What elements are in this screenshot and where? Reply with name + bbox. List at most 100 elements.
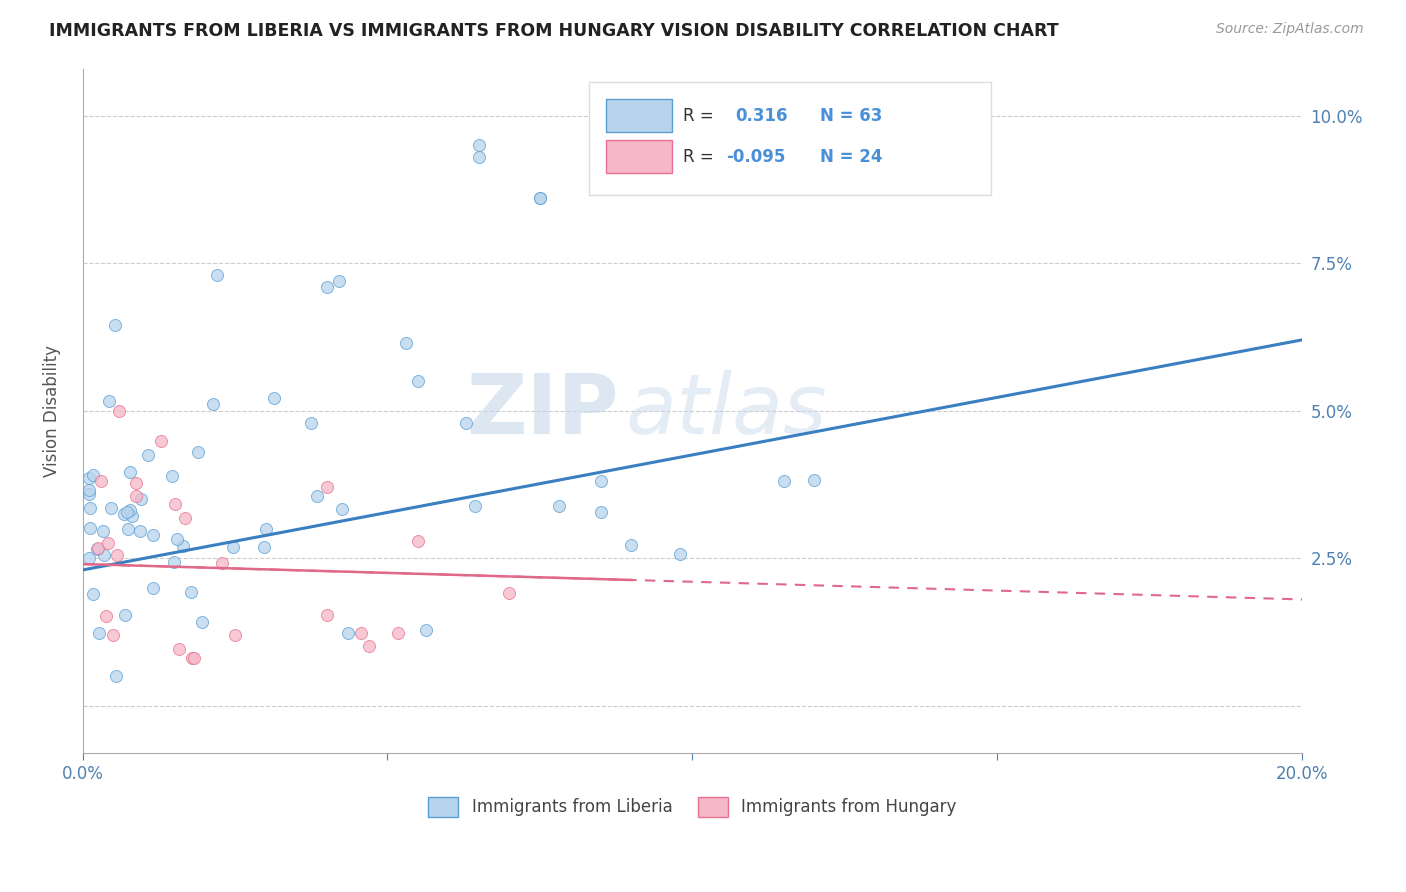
Text: ZIP: ZIP <box>467 370 619 451</box>
Text: 0.316: 0.316 <box>735 107 787 125</box>
FancyBboxPatch shape <box>606 140 672 173</box>
Text: N = 24: N = 24 <box>820 148 883 166</box>
Point <box>131 492 153 507</box>
Point <box>349 625 371 640</box>
Point <box>117 522 139 536</box>
Point <box>205 268 228 282</box>
Point <box>464 499 486 513</box>
Point <box>142 528 165 542</box>
Text: -0.095: -0.095 <box>727 148 786 166</box>
Text: R =: R = <box>682 107 713 125</box>
Point <box>406 534 429 549</box>
Point <box>163 555 186 569</box>
Point <box>589 505 612 519</box>
Point <box>253 540 276 554</box>
Point <box>468 150 491 164</box>
Point <box>120 503 142 517</box>
Point <box>93 548 115 562</box>
Point <box>128 524 150 539</box>
Legend: Immigrants from Liberia, Immigrants from Hungary: Immigrants from Liberia, Immigrants from… <box>422 790 963 823</box>
Y-axis label: Vision Disability: Vision Disability <box>44 344 60 476</box>
Point <box>211 556 233 570</box>
Point <box>328 274 350 288</box>
Point <box>77 486 100 500</box>
Point <box>108 403 131 417</box>
Text: R =: R = <box>682 148 713 166</box>
Point <box>82 468 104 483</box>
Point <box>263 391 285 405</box>
Point <box>415 623 437 637</box>
Point <box>307 490 329 504</box>
Point <box>669 548 692 562</box>
Point <box>100 501 122 516</box>
Point <box>77 470 100 484</box>
Point <box>529 191 551 205</box>
Point <box>165 497 187 511</box>
Point <box>90 475 112 489</box>
Point <box>91 524 114 538</box>
Point <box>181 651 204 665</box>
Text: atlas: atlas <box>626 370 827 451</box>
Point <box>187 444 209 458</box>
Point <box>77 483 100 497</box>
Point <box>87 541 110 555</box>
Point <box>315 480 337 494</box>
Point <box>118 465 141 479</box>
Point <box>299 416 322 430</box>
Point <box>82 587 104 601</box>
Point <box>222 540 245 554</box>
Point <box>387 626 409 640</box>
FancyBboxPatch shape <box>606 99 672 132</box>
Point <box>97 394 120 409</box>
Point <box>125 475 148 490</box>
Point <box>115 505 138 519</box>
Point <box>125 489 148 503</box>
Point <box>191 615 214 629</box>
Point <box>357 640 380 654</box>
Point <box>254 521 277 535</box>
Point <box>150 434 173 449</box>
Point <box>174 511 197 525</box>
Point <box>166 533 188 547</box>
Point <box>79 500 101 515</box>
Point <box>454 416 477 430</box>
Point <box>112 507 135 521</box>
Point <box>77 550 100 565</box>
Text: Source: ZipAtlas.com: Source: ZipAtlas.com <box>1216 22 1364 37</box>
Point <box>498 585 520 599</box>
Point <box>224 628 246 642</box>
Point <box>330 501 353 516</box>
Point <box>394 336 416 351</box>
Point <box>772 475 794 489</box>
Point <box>589 475 612 489</box>
Point <box>89 626 111 640</box>
Point <box>94 608 117 623</box>
Point <box>336 626 359 640</box>
Point <box>315 608 337 623</box>
Point <box>86 542 108 557</box>
Point <box>101 628 124 642</box>
Point <box>315 280 337 294</box>
Point <box>547 500 569 514</box>
Text: N = 63: N = 63 <box>820 107 883 125</box>
Point <box>104 318 127 332</box>
Point <box>180 585 202 599</box>
Point <box>169 641 191 656</box>
Point <box>107 548 129 562</box>
Point <box>529 191 551 205</box>
Point <box>202 396 225 410</box>
Point <box>104 669 127 683</box>
Point <box>121 509 143 524</box>
Point <box>142 581 165 595</box>
Point <box>183 651 205 665</box>
Point <box>160 468 183 483</box>
Point <box>620 537 643 551</box>
Text: IMMIGRANTS FROM LIBERIA VS IMMIGRANTS FROM HUNGARY VISION DISABILITY CORRELATION: IMMIGRANTS FROM LIBERIA VS IMMIGRANTS FR… <box>49 22 1059 40</box>
Point <box>172 539 194 553</box>
Point <box>406 374 429 388</box>
Point <box>468 138 491 153</box>
Point <box>97 536 120 550</box>
FancyBboxPatch shape <box>589 82 991 195</box>
Point <box>136 448 159 462</box>
Point <box>114 608 136 623</box>
